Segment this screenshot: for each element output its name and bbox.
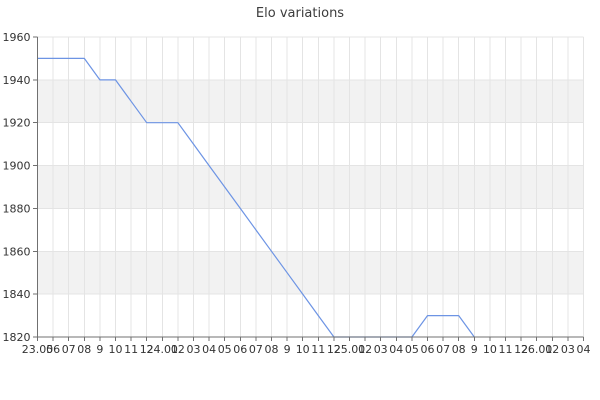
x-tick-label: 26.01	[521, 343, 553, 356]
x-tick-label: 04	[202, 343, 216, 356]
x-tick-label: 07	[62, 343, 76, 356]
plot-band	[37, 79, 584, 123]
x-tick-label: 12	[327, 343, 341, 356]
x-tick-label: 10	[109, 343, 123, 356]
x-tick-label: 12	[140, 343, 154, 356]
x-tick-label: 05	[218, 343, 232, 356]
x-tick-label: 25.01	[334, 343, 366, 356]
x-tick-label: 06	[233, 343, 247, 356]
x-tick-label: 9	[96, 343, 103, 356]
x-tick-label: 07	[436, 343, 450, 356]
y-tick-label: 1840	[3, 288, 31, 301]
y-tick-label: 1920	[3, 117, 31, 130]
y-tick-label: 1940	[3, 74, 31, 87]
y-tick-label: 1880	[3, 202, 31, 215]
plot-band	[37, 165, 584, 209]
x-tick-label: 08	[265, 343, 279, 356]
grid-layer	[37, 36, 584, 337]
x-tick-label: 24.01	[147, 343, 179, 356]
x-tick-label: 04	[577, 343, 591, 356]
x-tick-label: 02	[171, 343, 185, 356]
band-layer	[37, 79, 584, 295]
x-tick-label: 08	[452, 343, 466, 356]
x-tick-label: 10	[296, 343, 310, 356]
chart-title: Elo variations	[256, 6, 344, 21]
y-tick-label: 1860	[3, 245, 31, 258]
y-tick-label: 1960	[3, 31, 31, 44]
x-tick-label: 12	[514, 343, 528, 356]
x-tick-label: 11	[499, 343, 513, 356]
x-tick-label: 02	[545, 343, 559, 356]
x-tick-label: 02	[358, 343, 372, 356]
y-tick-label: 1820	[3, 331, 31, 344]
x-tick-label: 11	[311, 343, 325, 356]
x-tick-label: 03	[187, 343, 201, 356]
x-tick-label: 23.05	[22, 343, 54, 356]
x-tick-label: 04	[389, 343, 403, 356]
x-tick-label: 03	[561, 343, 575, 356]
x-tick-label: 07	[249, 343, 263, 356]
x-tick-label: 06	[421, 343, 435, 356]
x-tick-label: 08	[77, 343, 91, 356]
axis-layer	[33, 36, 584, 341]
x-tick-label: 06	[46, 343, 60, 356]
y-tick-label: 1900	[3, 160, 31, 173]
x-tick-label: 03	[374, 343, 388, 356]
plot-band	[37, 251, 584, 295]
x-tick-label: 11	[124, 343, 138, 356]
x-tick-label: 10	[483, 343, 497, 356]
x-tick-label: 9	[284, 343, 291, 356]
x-tick-label: 05	[405, 343, 419, 356]
x-tick-label: 9	[471, 343, 478, 356]
